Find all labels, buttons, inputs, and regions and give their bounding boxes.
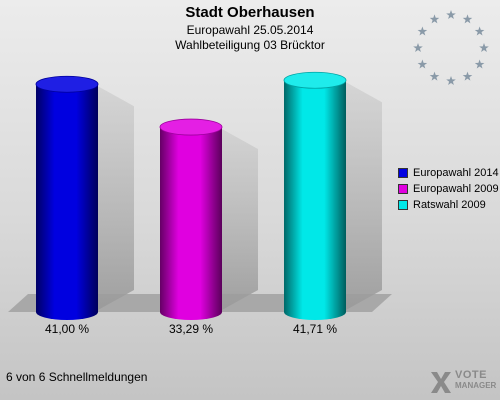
bar-top	[35, 75, 99, 93]
eu-star-icon	[462, 71, 473, 81]
legend-swatch	[398, 184, 408, 194]
legend-item: Europawahl 2014	[398, 165, 499, 181]
eu-star-icon	[479, 43, 489, 52]
legend-swatch	[398, 200, 408, 210]
legend-label: Europawahl 2009	[413, 183, 499, 195]
eu-star-icon	[446, 10, 456, 19]
page-title: Stadt Oberhausen	[185, 4, 315, 21]
page-subtitle-district: Wahlbeteiligung 03 Brücktor	[175, 38, 325, 52]
bar-top	[283, 71, 347, 89]
legend-label: Ratswahl 2009	[413, 199, 486, 211]
chart-legend: Europawahl 2014 Europawahl 2009 Ratswahl…	[398, 165, 499, 213]
logo-text-manager: MANAGER	[455, 381, 497, 390]
page-subtitle-election: Europawahl 25.05.2014	[186, 23, 314, 37]
bar-value-label: 41,00 %	[45, 322, 89, 336]
bar-shadow	[346, 82, 382, 311]
legend-swatch	[398, 168, 408, 178]
eu-star-icon	[474, 26, 485, 36]
eu-star-icon	[429, 71, 440, 81]
bar-shadow	[98, 86, 134, 310]
bar-value-label: 33,29 %	[169, 322, 213, 336]
bar-body	[36, 84, 98, 320]
logo-text-vote: VOTE	[455, 369, 487, 381]
eu-stars-icon	[413, 10, 489, 85]
eu-star-icon	[462, 14, 473, 24]
eu-star-icon	[413, 43, 423, 52]
footer-status: 6 von 6 Schnellmeldungen	[6, 370, 148, 384]
legend-item: Europawahl 2009	[398, 181, 499, 197]
legend-item: Ratswahl 2009	[398, 197, 499, 213]
eu-star-icon	[446, 76, 456, 85]
eu-star-icon	[417, 59, 428, 69]
legend-label: Europawahl 2014	[413, 167, 499, 179]
eu-star-icon	[474, 59, 485, 69]
vote-manager-x-icon	[431, 372, 451, 393]
bar-shadow	[222, 129, 258, 310]
eu-star-icon	[429, 14, 440, 24]
bar-value-label: 41,71 %	[293, 322, 337, 336]
eu-star-icon	[417, 26, 428, 36]
bar-body	[160, 127, 222, 320]
vote-manager-logo: VOTE MANAGER	[428, 366, 500, 396]
bar-top	[159, 118, 223, 136]
bar-body	[284, 80, 346, 321]
